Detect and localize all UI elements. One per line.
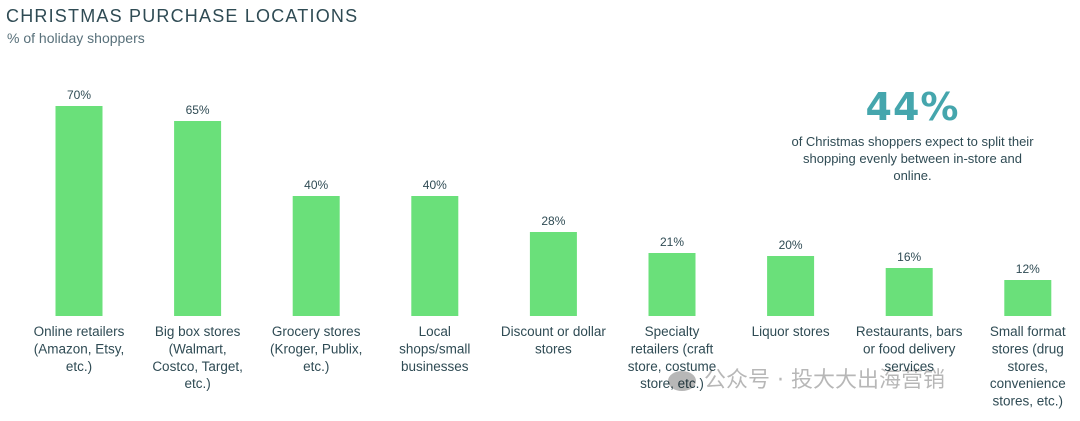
bar — [767, 256, 815, 316]
value-label: 12% — [1016, 262, 1040, 276]
category-label: Restaurants, bars or food delivery service… — [856, 324, 963, 374]
watermark: 公众号 · 投大大出海营销 — [668, 362, 945, 394]
bar — [174, 121, 222, 316]
bar — [411, 196, 459, 316]
value-label: 21% — [660, 235, 684, 249]
value-label: 20% — [779, 238, 803, 252]
value-label: 70% — [67, 88, 91, 102]
value-label: 40% — [304, 178, 328, 192]
value-label: 28% — [541, 214, 565, 228]
value-label: 40% — [423, 178, 447, 192]
bar — [648, 253, 696, 316]
category-label: Local shops/small businesses — [399, 324, 470, 374]
value-label: 16% — [897, 250, 921, 264]
category-label: Online retailers (Amazon, Etsy, etc.) — [34, 324, 125, 374]
callout-text: of Christmas shoppers expect to split th… — [791, 134, 1034, 183]
callout-value: 44% — [865, 85, 960, 129]
wechat-icon — [668, 371, 696, 391]
category-label: Discount or dollar stores — [501, 324, 607, 356]
watermark-text: 公众号 · 投大大出海营销 — [704, 368, 945, 393]
bar — [292, 196, 340, 316]
bar — [55, 106, 103, 316]
value-label: 65% — [186, 103, 210, 117]
callout: 44% of Christmas shoppers expect to spli… — [790, 86, 1035, 184]
category-label: Grocery stores (Kroger, Publix, etc.) — [270, 324, 362, 374]
chart-subtitle: % of holiday shoppers — [7, 30, 145, 46]
category-label: Big box stores (Walmart, Costco, Target, et… — [152, 324, 243, 391]
category-label: Specialty retailers (craft store, costume s… — [628, 324, 717, 391]
chart-title: CHRISTMAS PURCHASE LOCATIONS — [6, 6, 359, 26]
bar — [1004, 280, 1052, 316]
bar — [885, 268, 933, 316]
category-label: Small format stores (drug stores, convenien… — [990, 324, 1066, 409]
bar — [529, 232, 577, 316]
category-label: Liquor stores — [752, 324, 830, 339]
